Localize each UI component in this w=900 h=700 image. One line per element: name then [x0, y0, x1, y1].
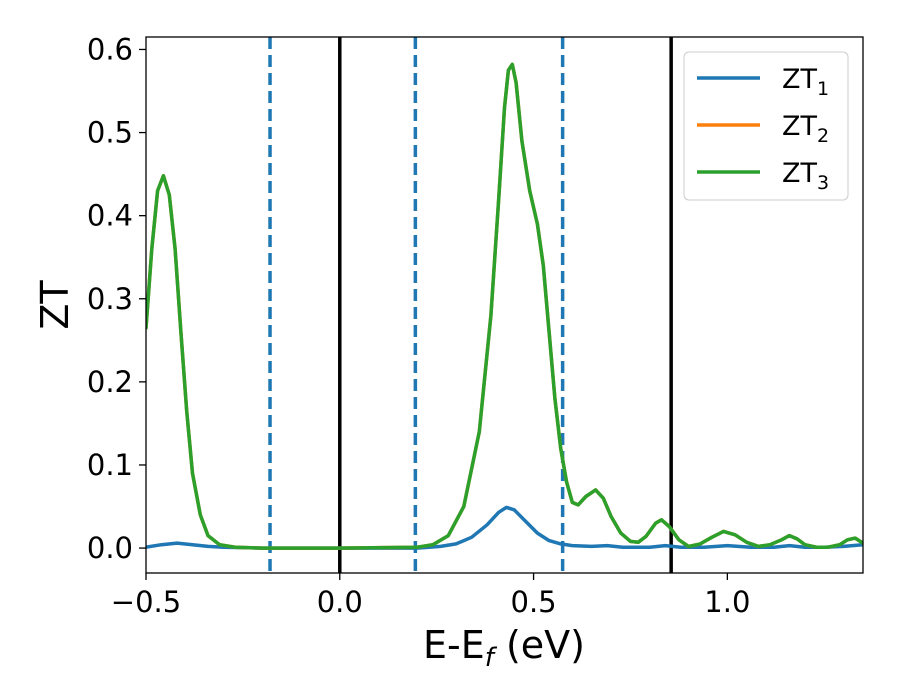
axes-frame [145, 36, 864, 574]
legend-items: ZT1 ZT2 ZT3 [697, 64, 829, 194]
x-tick-label: 1.0 [704, 585, 750, 619]
y-tick-label: 0.6 [87, 32, 133, 66]
legend-label-zt2: ZT2 [782, 111, 829, 147]
x-tick-label: 0.0 [317, 585, 363, 619]
x-tick-label: 0.5 [511, 585, 557, 619]
legend-label-zt3: ZT3 [782, 158, 829, 194]
y-tick-label: 0.0 [87, 531, 133, 565]
legend: ZT1 ZT2 ZT3 [683, 51, 849, 201]
x-axis-title: E-Ef (eV) [423, 623, 585, 673]
x-axis-title-unit: (eV) [494, 623, 585, 667]
y-tick-label: 0.4 [87, 199, 133, 233]
series-line-zt1 [146, 505, 863, 550]
y-tick-label: 0.2 [87, 365, 133, 399]
y-tick-label: 0.5 [87, 116, 133, 150]
x-axis-title-main: E-E [423, 623, 485, 667]
x-tick-label: −0.5 [111, 585, 181, 619]
x-axis-ticks: −0.5 0.0 0.5 1.0 [111, 573, 750, 619]
legend-box [683, 51, 849, 201]
series-lines [146, 62, 863, 550]
series-line-zt3 [146, 62, 863, 550]
y-tick-label: 0.3 [87, 282, 133, 316]
y-tick-label: 0.1 [87, 448, 133, 482]
y-axis-title: ZT [33, 280, 77, 330]
y-axis-ticks: 0.0 0.1 0.2 0.3 0.4 0.5 0.6 [87, 32, 146, 565]
legend-label-zt1: ZT1 [782, 64, 829, 100]
plot-area [145, 36, 864, 574]
reference-lines [268, 37, 673, 573]
